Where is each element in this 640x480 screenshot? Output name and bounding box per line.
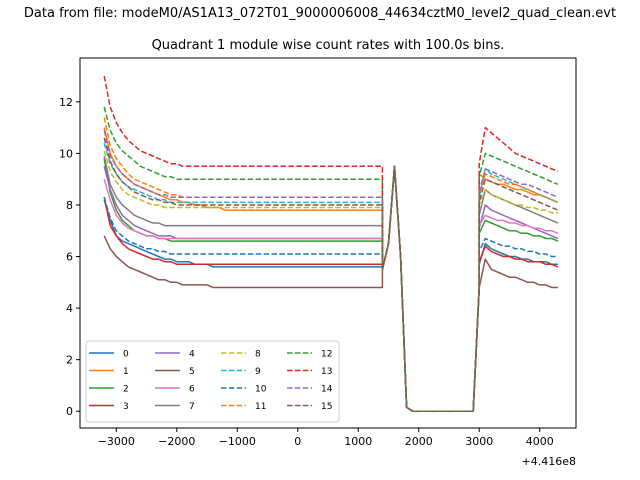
series-line-12 — [103, 106, 559, 412]
series-line-3 — [103, 165, 559, 412]
y-tick-label: 4 — [66, 302, 73, 315]
y-tick-label: 10 — [59, 147, 73, 160]
y-tick-label: 2 — [66, 354, 73, 367]
legend-label-10: 10 — [255, 385, 267, 395]
legend-label-0: 0 — [123, 350, 129, 360]
series-line-5 — [103, 165, 558, 412]
legend-label-14: 14 — [321, 385, 333, 395]
legend-label-11: 11 — [255, 402, 266, 412]
x-tick-label: −3000 — [98, 435, 135, 448]
legend-label-13: 13 — [321, 367, 332, 377]
y-axis: 0 2 4 6 8 10 12 — [59, 96, 80, 418]
x-tick-label: −2000 — [158, 435, 195, 448]
legend-label-2: 2 — [123, 385, 129, 395]
series-line-0 — [103, 165, 558, 412]
x-tick-label: 1000 — [344, 435, 372, 448]
legend-label-1: 1 — [123, 367, 129, 377]
legend-label-4: 4 — [189, 350, 195, 360]
y-tick-label: 12 — [59, 96, 73, 109]
legend-label-9: 9 — [255, 367, 261, 377]
series-line-9 — [103, 142, 559, 412]
legend-label-3: 3 — [123, 402, 129, 412]
figure-suptitle: Data from file: modeM0/AS1A13_072T01_900… — [24, 6, 616, 21]
y-tick-label: 6 — [66, 251, 73, 264]
legend-label-15: 15 — [321, 402, 332, 412]
legend-label-8: 8 — [255, 350, 261, 360]
x-tick-label: −1000 — [219, 435, 256, 448]
series-line-6 — [103, 165, 559, 412]
series-line-13 — [103, 75, 559, 412]
series-line-15 — [103, 137, 559, 412]
legend-label-7: 7 — [189, 402, 195, 412]
legend-label-12: 12 — [321, 350, 332, 360]
legend-label-5: 5 — [189, 367, 195, 377]
y-tick-label: 8 — [66, 199, 73, 212]
legend-frame — [85, 340, 340, 423]
series-line-8 — [103, 150, 558, 412]
x-tick-label: 3000 — [465, 435, 493, 448]
x-tick-label: 2000 — [405, 435, 433, 448]
x-tick-label: 0 — [294, 435, 301, 448]
chart-title: Quadrant 1 module wise count rates with … — [152, 38, 505, 53]
legend-label-6: 6 — [189, 385, 195, 395]
series-line-14 — [103, 130, 559, 412]
x-tick-label: 4000 — [526, 435, 554, 448]
series-line-10 — [103, 165, 558, 412]
axes-frame — [79, 57, 577, 429]
series-line-2 — [103, 158, 559, 412]
x-offset-label: +4.416e8 — [522, 455, 576, 468]
series-layer — [103, 75, 559, 412]
x-axis: −3000 −2000 −1000 0 1000 2000 3000 4000 — [98, 428, 554, 448]
y-tick-label: 0 — [66, 405, 73, 418]
